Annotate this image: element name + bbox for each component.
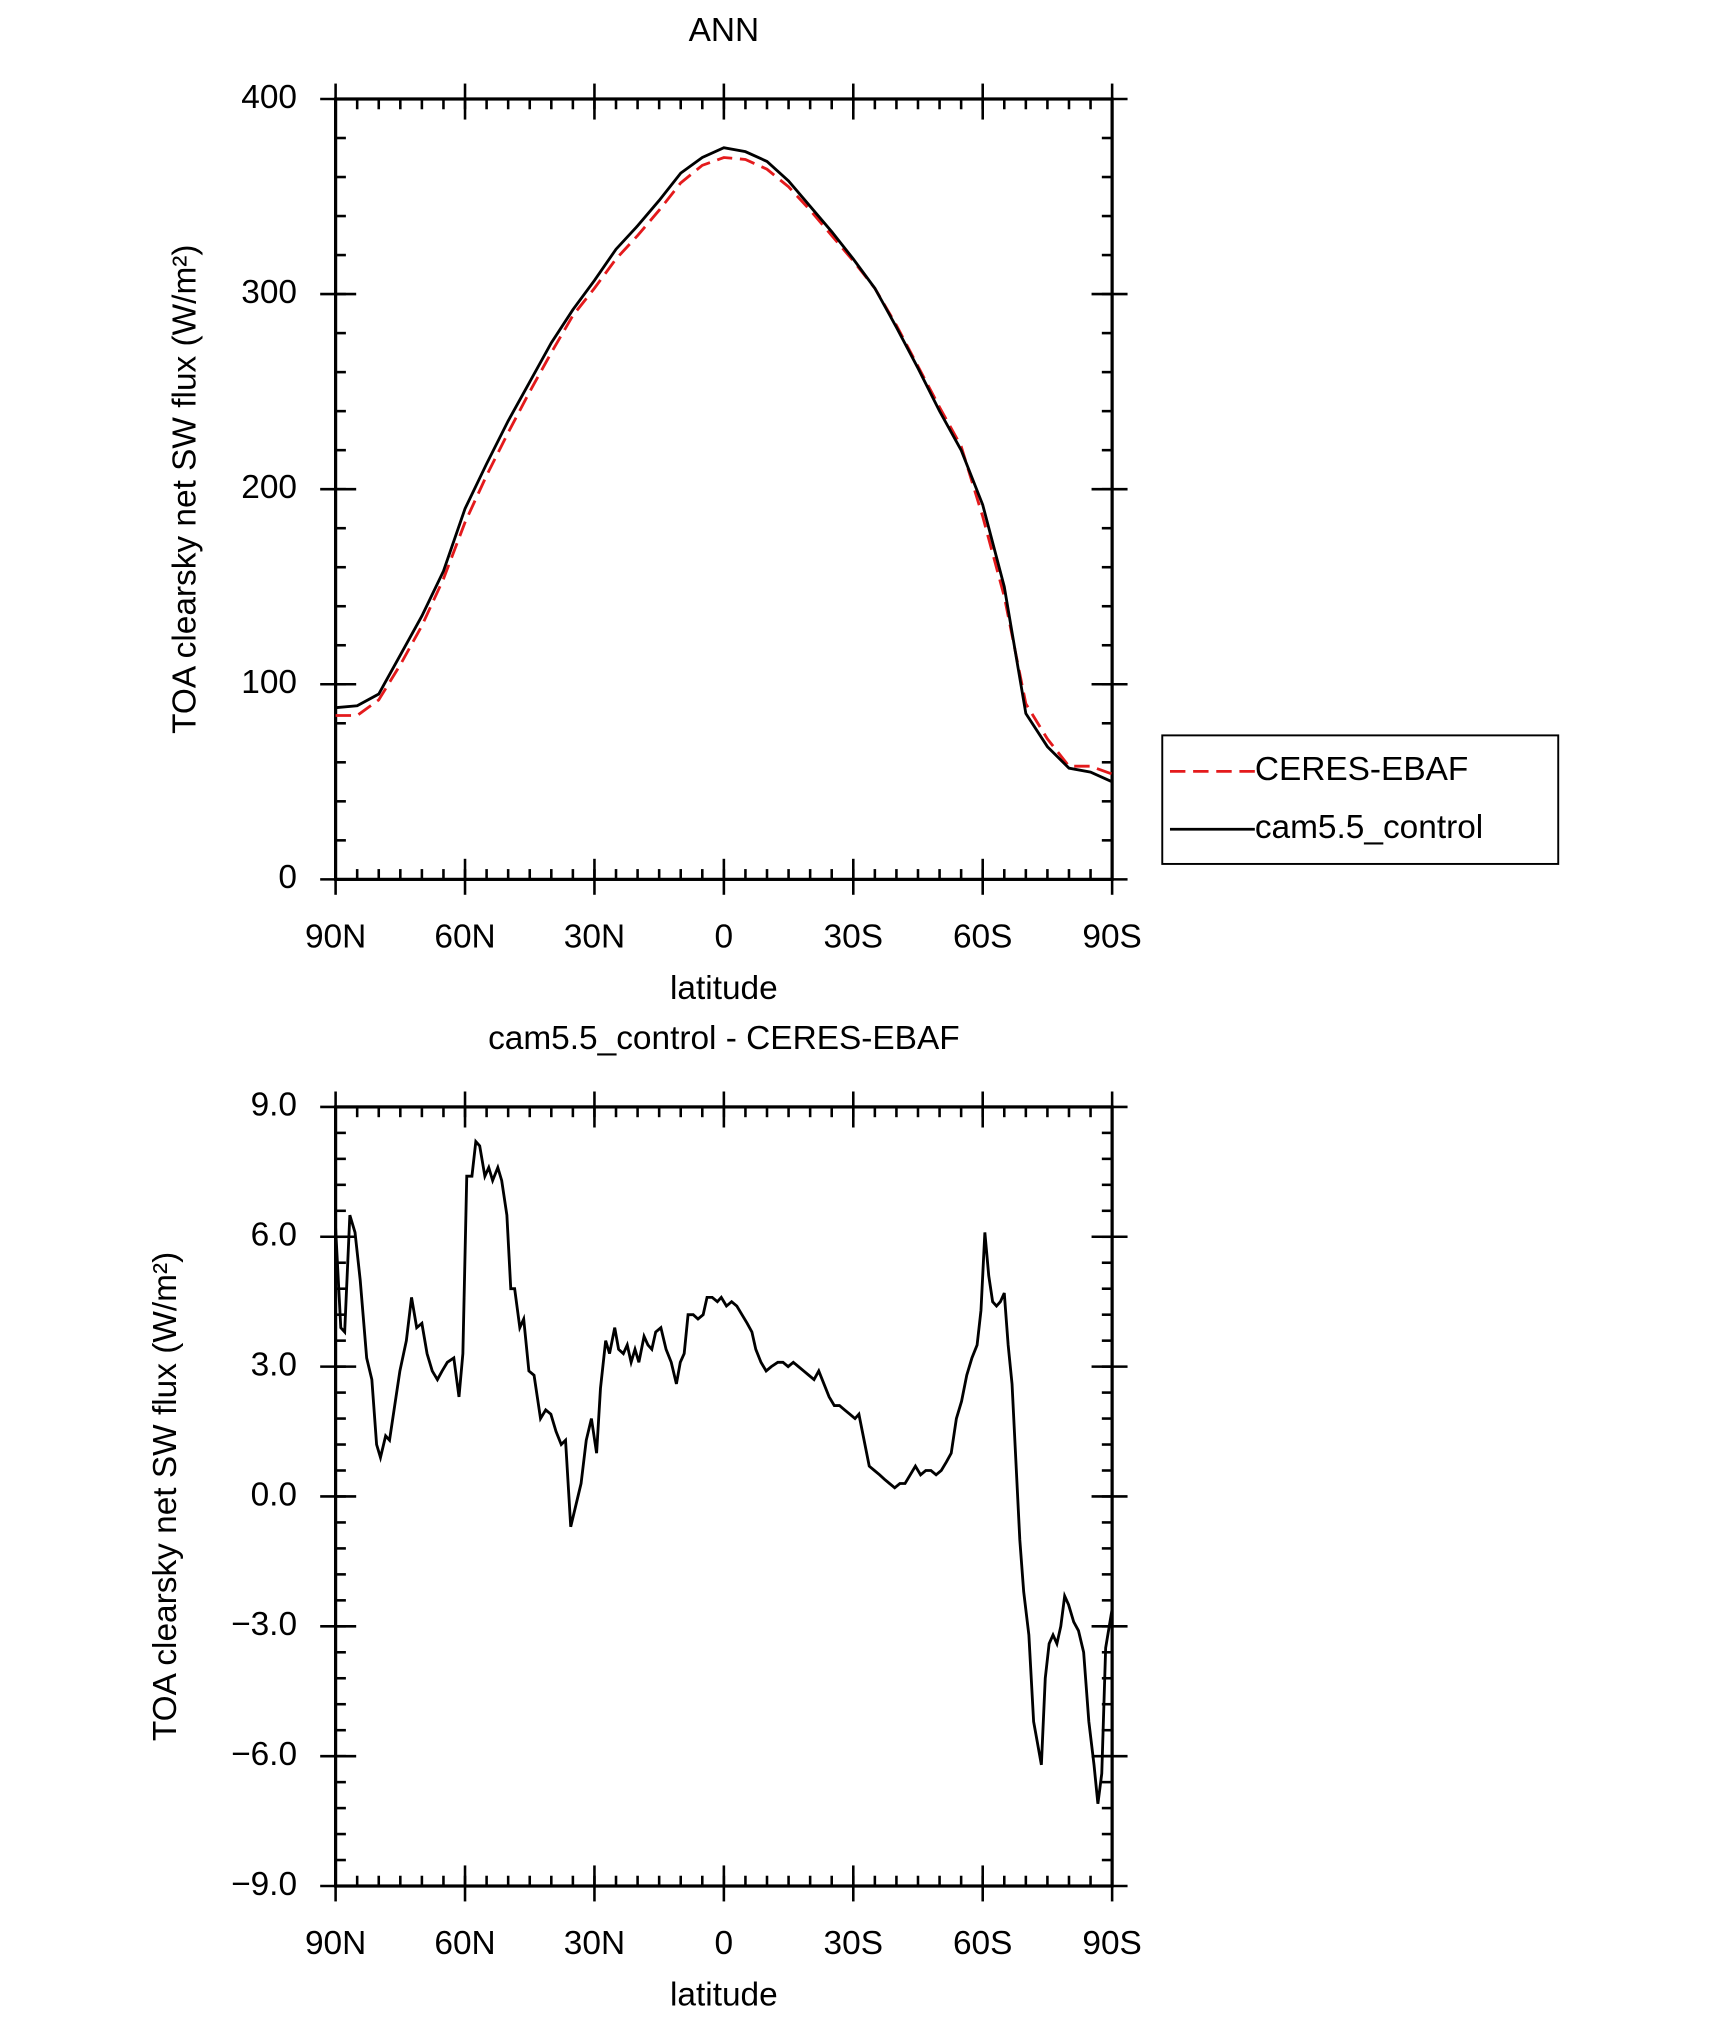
y-axis-label: TOA clearsky net SW flux (W/m²) (166, 244, 203, 733)
y-tick-label: −9.0 (231, 1866, 297, 1903)
data-line (335, 156, 1113, 776)
x-tick-label: 60N (434, 918, 495, 955)
x-tick-label: 90N (305, 1925, 366, 1962)
y-tick-label: 6.0 (251, 1217, 297, 1254)
x-tick-label: 60S (953, 1925, 1012, 1962)
y-tick-label: 0 (278, 859, 297, 896)
x-tick-label: 90N (305, 918, 366, 955)
x-tick-label: 90S (1082, 1925, 1141, 1962)
x-tick-label: 30N (564, 918, 625, 955)
chart-title: ANN (689, 12, 760, 49)
y-tick-label: 300 (241, 274, 297, 311)
x-tick-label: 0 (715, 1925, 734, 1962)
plot-frame (334, 97, 1114, 881)
x-tick-label: 0 (715, 918, 734, 955)
y-tick-label: 400 (241, 79, 297, 116)
legend-label: CERES-EBAF (1255, 751, 1468, 788)
y-axis-label: TOA clearsky net SW flux (W/m²) (147, 1252, 184, 1741)
y-tick-label: 0.0 (251, 1476, 297, 1513)
x-tick-label: 60S (953, 918, 1012, 955)
y-tick-label: −3.0 (231, 1606, 297, 1643)
y-tick-label: 200 (241, 469, 297, 506)
x-tick-label: 90S (1082, 918, 1141, 955)
y-tick-label: 3.0 (251, 1346, 297, 1383)
y-tick-label: 9.0 (251, 1087, 297, 1124)
legend-box (1161, 734, 1560, 865)
y-tick-label: −6.0 (231, 1736, 297, 1773)
x-tick-label: 30S (824, 1925, 883, 1962)
x-axis-label: latitude (670, 1976, 778, 2013)
chart-title: cam5.5_control - CERES-EBAF (488, 1020, 960, 1057)
plot-frame (334, 1105, 1114, 1888)
x-tick-label: 60N (434, 1925, 495, 1962)
x-tick-label: 30N (564, 1925, 625, 1962)
axes (320, 1091, 1128, 1902)
data-line (335, 146, 1113, 784)
axes (320, 83, 1128, 895)
x-tick-label: 30S (824, 918, 883, 955)
legend-label: cam5.5_control (1255, 809, 1483, 846)
y-tick-label: 100 (241, 664, 297, 701)
data-line (334, 1138, 1114, 1804)
x-axis-label: latitude (670, 970, 778, 1007)
